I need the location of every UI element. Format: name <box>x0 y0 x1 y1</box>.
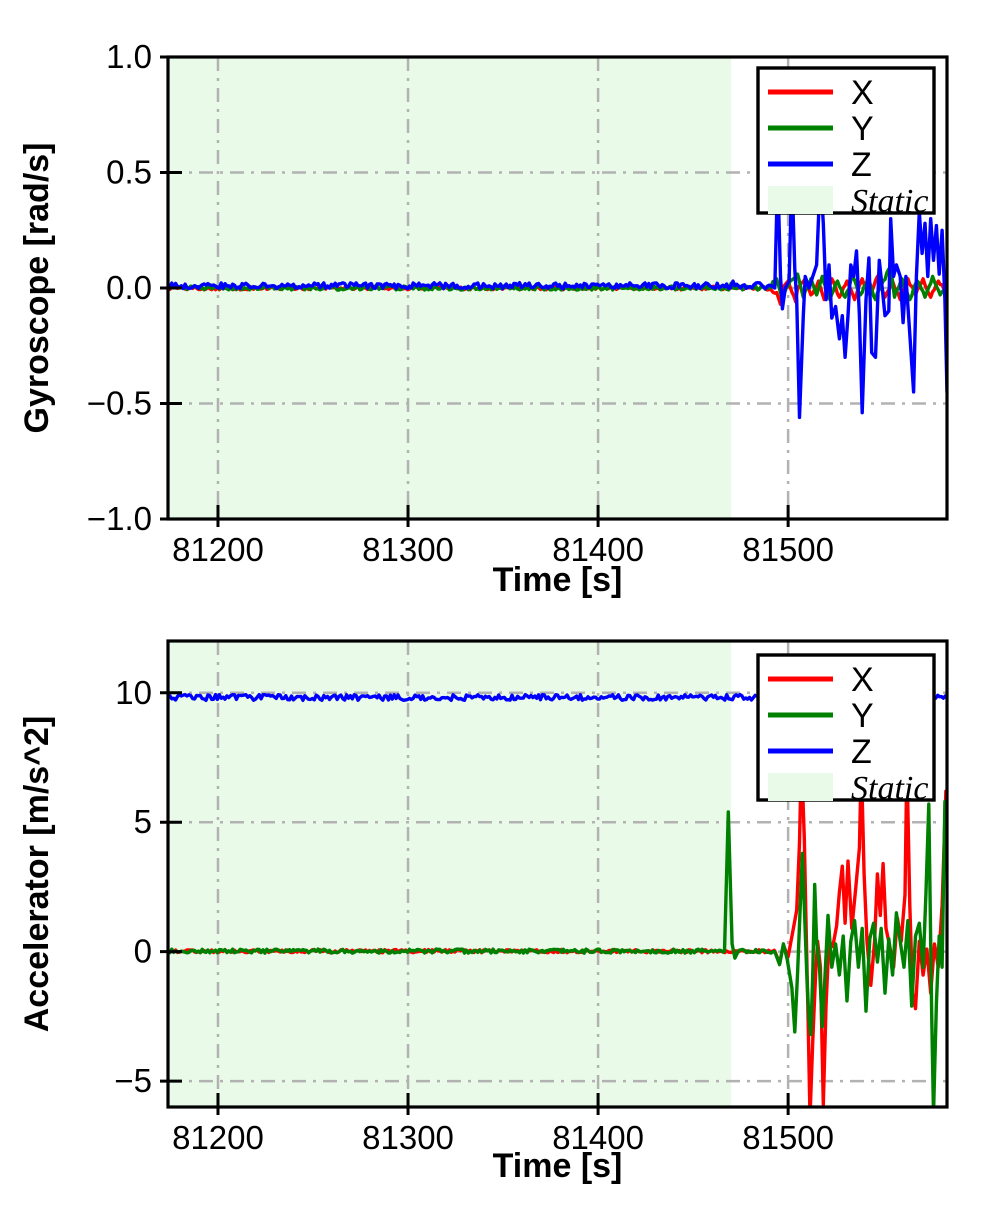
legend-entry: Y <box>768 110 874 148</box>
legend-entry-label: X <box>851 74 874 112</box>
x-tick-label: 81400 <box>552 1119 644 1156</box>
y-tick-label: −0.5 <box>87 385 152 422</box>
legend-entry-label: Static <box>851 183 928 220</box>
x-tick-label: 81400 <box>552 531 644 568</box>
legend-entry: Static <box>768 770 928 807</box>
legend-patch-sample <box>768 186 833 214</box>
static-region <box>168 641 732 1107</box>
legend-entry-label: X <box>851 661 874 699</box>
legend-entry: Z <box>768 146 872 184</box>
legend-entry: Y <box>768 697 874 735</box>
legend-entry-label: Z <box>851 146 872 184</box>
x-tick-label: 81300 <box>362 1119 454 1156</box>
legend-entry: X <box>768 74 874 112</box>
y-tick-label: 0.5 <box>106 154 152 191</box>
y-tick-label: 1.0 <box>106 38 152 75</box>
x-tick-label: 81500 <box>742 531 834 568</box>
y-tick-label: −1.0 <box>87 500 152 537</box>
x-tick-label: 81300 <box>362 531 454 568</box>
x-tick-label: 81200 <box>172 1119 264 1156</box>
gyroscope-chart: 81200 81300 81400 81500 1.0 0.5 0.0 −0.5 −1.0 Tim… <box>18 38 949 599</box>
y-axis-label: Accelerator [m/s^2] <box>18 716 56 1033</box>
legend-entry-label: Z <box>851 733 872 771</box>
y-axis-label: Gyroscope [rad/s] <box>18 143 56 434</box>
x-tick-label: 81200 <box>172 531 264 568</box>
series-y-line <box>168 799 947 1107</box>
legend-entry: Static <box>768 183 928 220</box>
series-group <box>168 170 947 420</box>
x-axis-label: Time [s] <box>493 1147 623 1185</box>
legend-entry: Z <box>768 733 872 771</box>
series-z-line <box>168 170 947 420</box>
ticks <box>160 691 790 1115</box>
legend-entry-label: Y <box>851 110 874 148</box>
x-tick-label: 81500 <box>742 1119 834 1156</box>
ticks <box>160 55 790 527</box>
y-tick-label: 5 <box>134 803 152 840</box>
y-tick-label: 0.0 <box>106 269 152 306</box>
y-tick-label: 0 <box>134 933 152 970</box>
legend-entry-label: Y <box>851 697 874 735</box>
accelerator-chart: 81200 81300 81400 81500 10 5 0 −5 Time [s] Accele… <box>18 639 949 1185</box>
y-tick-label: 10 <box>115 674 152 711</box>
legend-entry-label: Static <box>851 770 928 807</box>
plot-border <box>166 639 949 1109</box>
x-axis-label: Time [s] <box>493 561 623 599</box>
legend-patch-sample <box>768 773 833 801</box>
legend-entry: X <box>768 661 874 699</box>
y-tick-label: −5 <box>114 1062 152 1099</box>
